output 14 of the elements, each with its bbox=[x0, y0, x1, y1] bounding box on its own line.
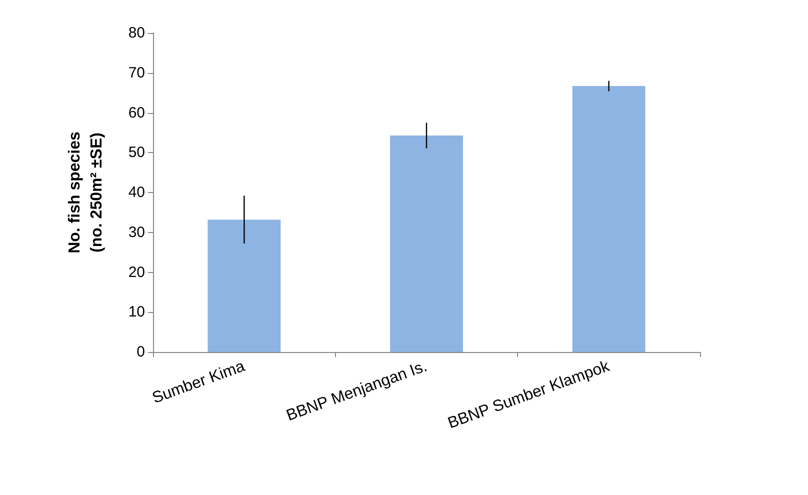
y-tick-label: 80 bbox=[128, 24, 145, 42]
y-tick-label: 40 bbox=[128, 184, 145, 201]
y-tick-label: 10 bbox=[128, 304, 145, 321]
y-tick-label: 60 bbox=[128, 104, 145, 122]
y-tick-label: 0 bbox=[136, 344, 145, 360]
y-axis-title: No. fish species (no. 250m² ±SE) bbox=[66, 131, 106, 254]
bar bbox=[572, 86, 646, 352]
y-tick-label: 50 bbox=[128, 144, 145, 162]
y-tick-label: 30 bbox=[128, 224, 145, 241]
y-tick-label: 20 bbox=[128, 264, 145, 281]
bar bbox=[208, 220, 281, 352]
x-tick-label: Sumber Kima bbox=[150, 358, 248, 408]
y-tick-label: 70 bbox=[128, 64, 145, 82]
bar bbox=[390, 135, 463, 352]
